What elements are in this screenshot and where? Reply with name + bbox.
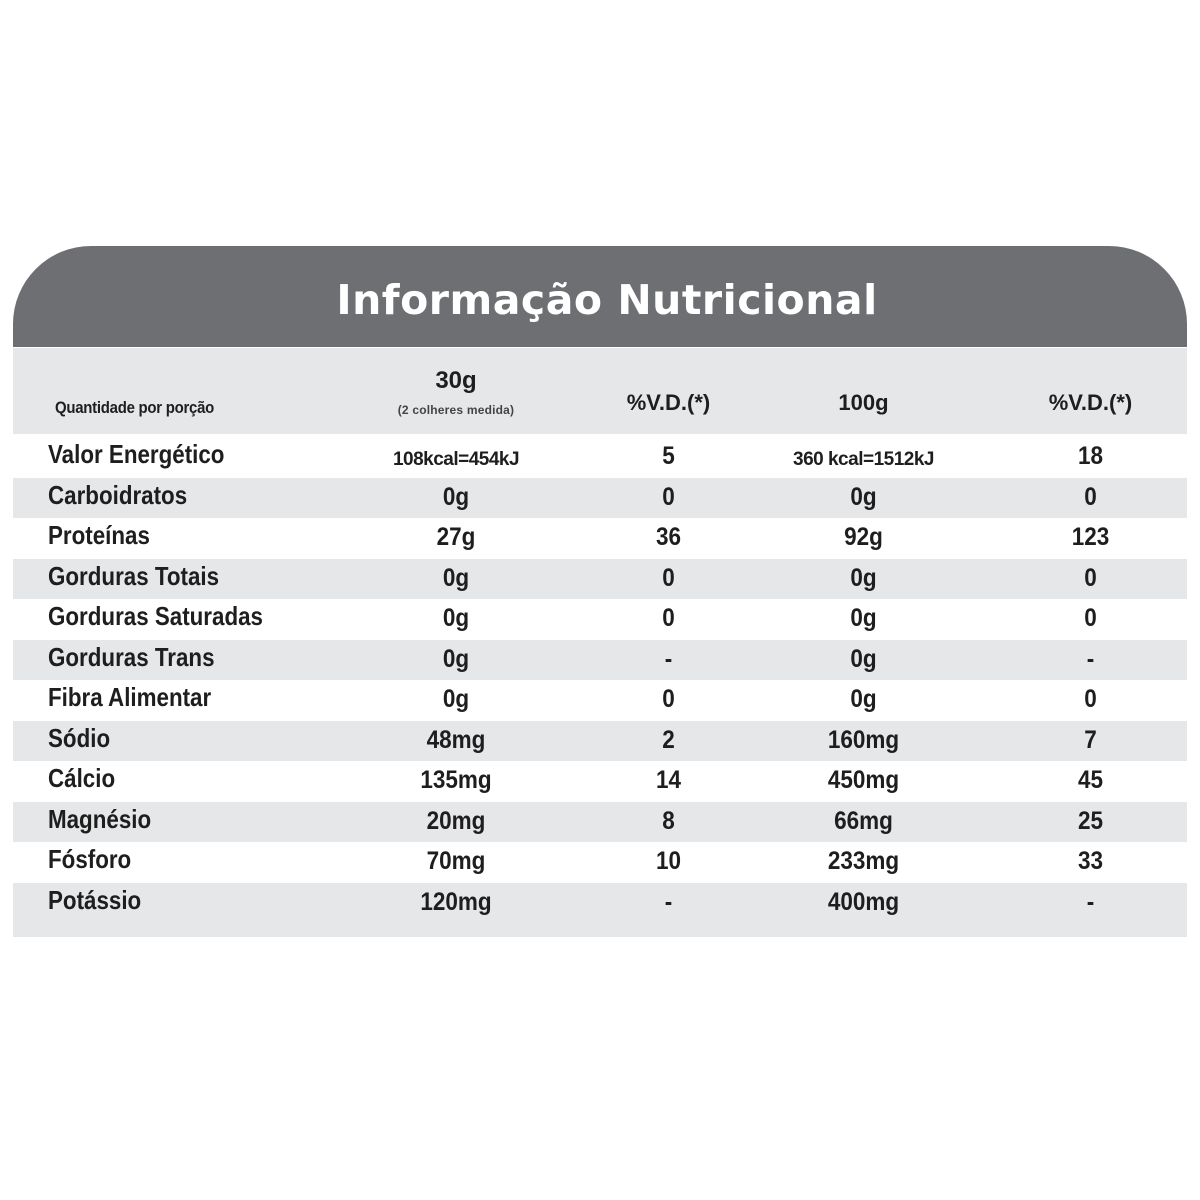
serving-value: 20mg [426,806,486,835]
table-row: Potássio 120mg - 400mg - [13,882,1187,923]
table-row: Cálcio 135mg 14 450mg 45 [13,761,1187,802]
nutrient-rows: Valor Energético 108kcal=454kJ 5 360 kca… [13,437,1187,937]
dv-per-100g-header: %V.D.(*) [1048,390,1133,415]
nutrient-name: Cálcio [48,763,116,793]
dv-serving-value: - [664,644,673,673]
serving-value: 108kcal=454kJ [392,449,520,470]
nutrient-name: Gorduras Totais [48,560,220,591]
per-100g-value: 0g [850,604,877,632]
dv-per-100g-value: 18 [1077,442,1104,470]
per-100g-value: 160mg [827,725,900,754]
dv-per-100g-value: 7 [1084,725,1097,754]
serving-label-header: Quantidade por porção [55,398,215,417]
nutrient-name: Magnésio [48,803,152,834]
dv-per-100g-value: 33 [1077,847,1104,875]
table-row: Gorduras Saturadas 0g 0 0g 0 [13,599,1187,640]
table-row: Fibra Alimentar 0g 0 0g 0 [13,680,1187,721]
nutrient-name: Fósforo [48,844,132,874]
per-100g-value: 450mg [827,766,900,794]
table-title: Informação Nutricional [336,275,878,324]
nutrient-name: Valor Energético [48,439,225,469]
dv-per-100g-value: 45 [1077,766,1104,794]
per-100g-value: 92g [844,523,883,551]
nutrient-name: Fibra Alimentar [48,682,212,712]
dv-per-100g-value: - [1086,887,1095,916]
table-row: Gorduras Trans 0g - 0g - [13,639,1187,680]
dv-serving-value: 14 [655,766,682,794]
serving-value: 70mg [426,847,486,875]
dv-per-100g-value: 123 [1071,523,1110,551]
serving-value: 135mg [420,766,492,794]
table-row: Sódio 48mg 2 160mg 7 [13,720,1187,761]
nutrient-name: Potássio [48,884,142,915]
dv-per-100g-value: 0 [1084,604,1097,632]
table-row: Valor Energético 108kcal=454kJ 5 360 kca… [13,437,1187,478]
serving-amount-header: 30g [435,367,477,394]
nutrient-name: Sódio [48,722,111,753]
table-row: Proteínas 27g 36 92g 123 [13,518,1187,559]
dv-serving-header: %V.D.(*) [626,390,711,415]
dv-serving-value: - [664,887,673,916]
per-100g-value: 66mg [834,806,893,835]
dv-per-100g-value: 0 [1084,482,1097,511]
serving-value: 0g [442,563,470,592]
nutrition-facts-table: Informação Nutricional Quantidade por po… [13,246,1187,937]
nutrient-name: Proteínas [48,520,150,550]
serving-value: 0g [442,482,470,511]
dv-serving-value: 36 [655,523,682,551]
table-row: Carboidratos 0g 0 0g 0 [13,477,1187,518]
serving-value: 0g [442,604,470,632]
per-100g-header: 100g [838,390,889,415]
table-row: Gorduras Totais 0g 0 0g 0 [13,558,1187,599]
nutrient-name: Gorduras Saturadas [48,601,263,631]
serving-value: 27g [436,523,476,551]
column-header-row: Quantidade por porção 30g (2 colheres me… [13,348,1187,434]
serving-value: 120mg [420,887,492,916]
table-row: Fósforo 70mg 10 233mg 33 [13,842,1187,883]
dv-serving-value: 0 [662,604,675,632]
dv-per-100g-value: 25 [1077,806,1104,835]
serving-value: 0g [442,644,470,673]
per-100g-value: 360 kcal=1512kJ [793,449,934,470]
table-row: Magnésio 20mg 8 66mg 25 [13,801,1187,842]
dv-serving-value: 0 [662,563,675,592]
dv-per-100g-value: 0 [1084,685,1097,713]
dv-per-100g-value: 0 [1084,563,1097,592]
per-100g-value: 233mg [827,847,900,875]
title-band: Informação Nutricional [13,246,1187,347]
per-100g-value: 0g [850,482,877,511]
nutrient-name: Carboidratos [48,479,188,510]
dv-serving-value: 10 [655,847,682,875]
dv-serving-value: 0 [662,685,675,713]
dv-serving-value: 0 [662,482,675,511]
per-100g-value: 0g [850,685,877,713]
per-100g-value: 400mg [827,887,900,916]
dv-serving-value: 8 [662,806,675,835]
serving-value: 48mg [426,725,486,754]
dv-serving-value: 5 [662,442,675,470]
per-100g-value: 0g [850,644,877,673]
serving-value: 0g [442,685,470,713]
per-100g-value: 0g [850,563,877,592]
table-bottom-padding [13,923,1187,937]
nutrient-name: Gorduras Trans [48,641,215,672]
dv-serving-value: 2 [662,725,675,754]
serving-note-header: (2 colheres medida) [397,403,515,417]
dv-per-100g-value: - [1086,644,1095,673]
